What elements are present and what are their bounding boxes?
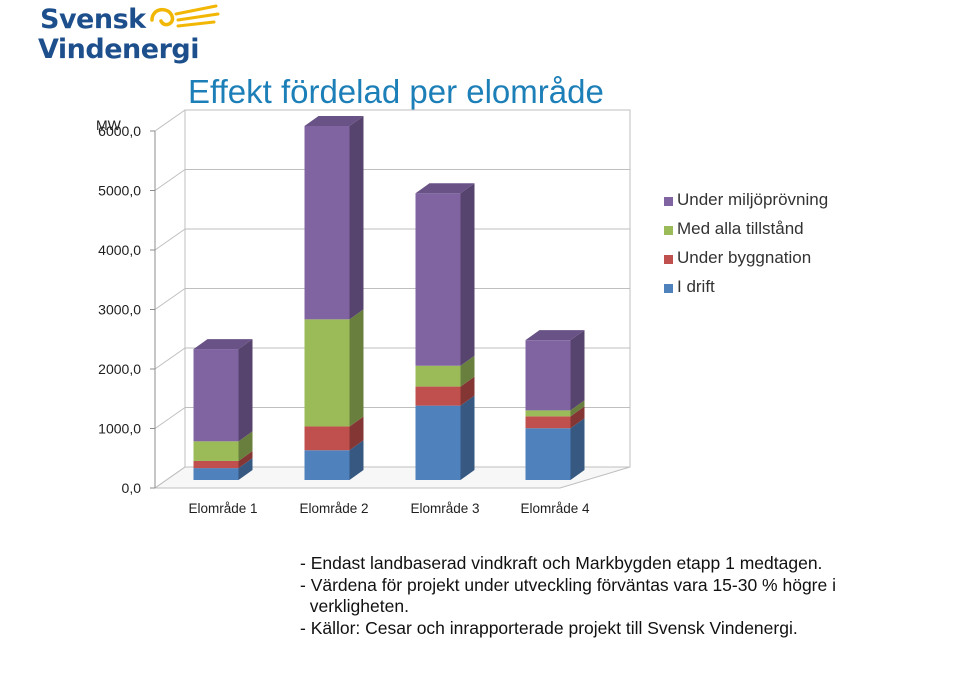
gridline-diagonal [154, 109, 186, 132]
x-tick-label: Elområde 1 [188, 501, 257, 516]
bar-segment [525, 428, 571, 480]
bar-segment [415, 193, 461, 366]
logo-text-line2: Vindenergi [38, 34, 199, 65]
bar-side [349, 416, 364, 451]
legend-swatch [664, 255, 673, 264]
gridline-diagonal [154, 466, 186, 489]
legend-label: I drift [677, 277, 715, 296]
legend-label: Med alla tillstånd [677, 219, 804, 238]
bar-segment [525, 410, 571, 417]
bar-segment [193, 468, 239, 480]
bar-side [349, 440, 364, 480]
bar-top [193, 339, 253, 350]
x-tick-label: Elområde 2 [299, 501, 368, 516]
chart-title: Effekt fördelad per elområde [188, 73, 604, 110]
bar-segment [525, 340, 571, 411]
bar-top [525, 330, 585, 341]
y-tick-label: 5000,0 [98, 183, 141, 199]
bar-side [570, 418, 585, 480]
bar-top [304, 115, 364, 126]
y-tick-label: 0,0 [122, 480, 142, 496]
gridline-diagonal [154, 288, 186, 310]
legend-swatch [664, 284, 673, 293]
bar-segment [193, 349, 239, 442]
bar-segment [304, 426, 350, 451]
note-line: - Värdena för projekt under utveckling f… [300, 574, 836, 595]
bar-side [570, 400, 585, 417]
bar-segment [304, 319, 350, 427]
note-line: verkligheten. [300, 596, 409, 616]
y-tick-label: 1000,0 [98, 421, 141, 437]
bar-top [415, 183, 475, 194]
legend-swatch [664, 197, 673, 206]
bar-side [570, 406, 585, 429]
y-tick-label: 6000,0 [98, 123, 141, 139]
y-axis-unit: MW [96, 117, 121, 133]
y-tick-label: 3000,0 [98, 302, 141, 318]
gridline-diagonal [154, 407, 186, 429]
bar-side [460, 183, 475, 366]
bar-side [238, 431, 253, 461]
legend-label: Under miljöprövning [677, 190, 829, 209]
legend-swatch [664, 226, 673, 235]
bar-side [460, 355, 475, 387]
bar-side [570, 330, 585, 411]
bar-side [238, 339, 253, 442]
bar-segment [415, 405, 461, 480]
y-tick-label: 2000,0 [98, 361, 141, 377]
note-line: - Endast landbaserad vindkraft och Markb… [300, 553, 823, 573]
wind-swirl-icon [150, 4, 220, 28]
bar-segment [304, 450, 350, 480]
legend-label: Under byggnation [677, 248, 812, 267]
bar-segment [415, 365, 461, 387]
gridline-diagonal [154, 347, 186, 370]
bar-segment [415, 386, 461, 406]
bar-side [460, 395, 475, 480]
bar-segment [193, 460, 239, 469]
stacked-bar-chart: 0,0 1000,0 2000,0 3000,0 4000,0 5000,0 6000,0 E… [98, 109, 631, 516]
bar-side [349, 309, 364, 427]
gridline-diagonal [154, 169, 186, 191]
x-tick-label: Elområde 4 [520, 501, 590, 516]
svensk-vindenergi-logo: Svensk Vindenergi [36, 2, 226, 72]
bar-side [238, 458, 253, 480]
bar-side [460, 376, 475, 406]
note-line: - Källor: Cesar och inrapporterade proje… [300, 617, 798, 638]
footnotes: - Endast landbaserad vindkraft och Markb… [300, 553, 836, 639]
bar-segment [525, 416, 571, 429]
bar-side [349, 115, 364, 320]
bar-segment [193, 441, 239, 461]
x-tick-label: Elområde 3 [410, 501, 479, 516]
gridline-diagonal [154, 228, 186, 251]
bar-side [238, 450, 253, 469]
bar-segment [304, 125, 350, 320]
logo-text-line1: Svensk [40, 4, 146, 35]
y-tick-label: 4000,0 [98, 242, 141, 258]
